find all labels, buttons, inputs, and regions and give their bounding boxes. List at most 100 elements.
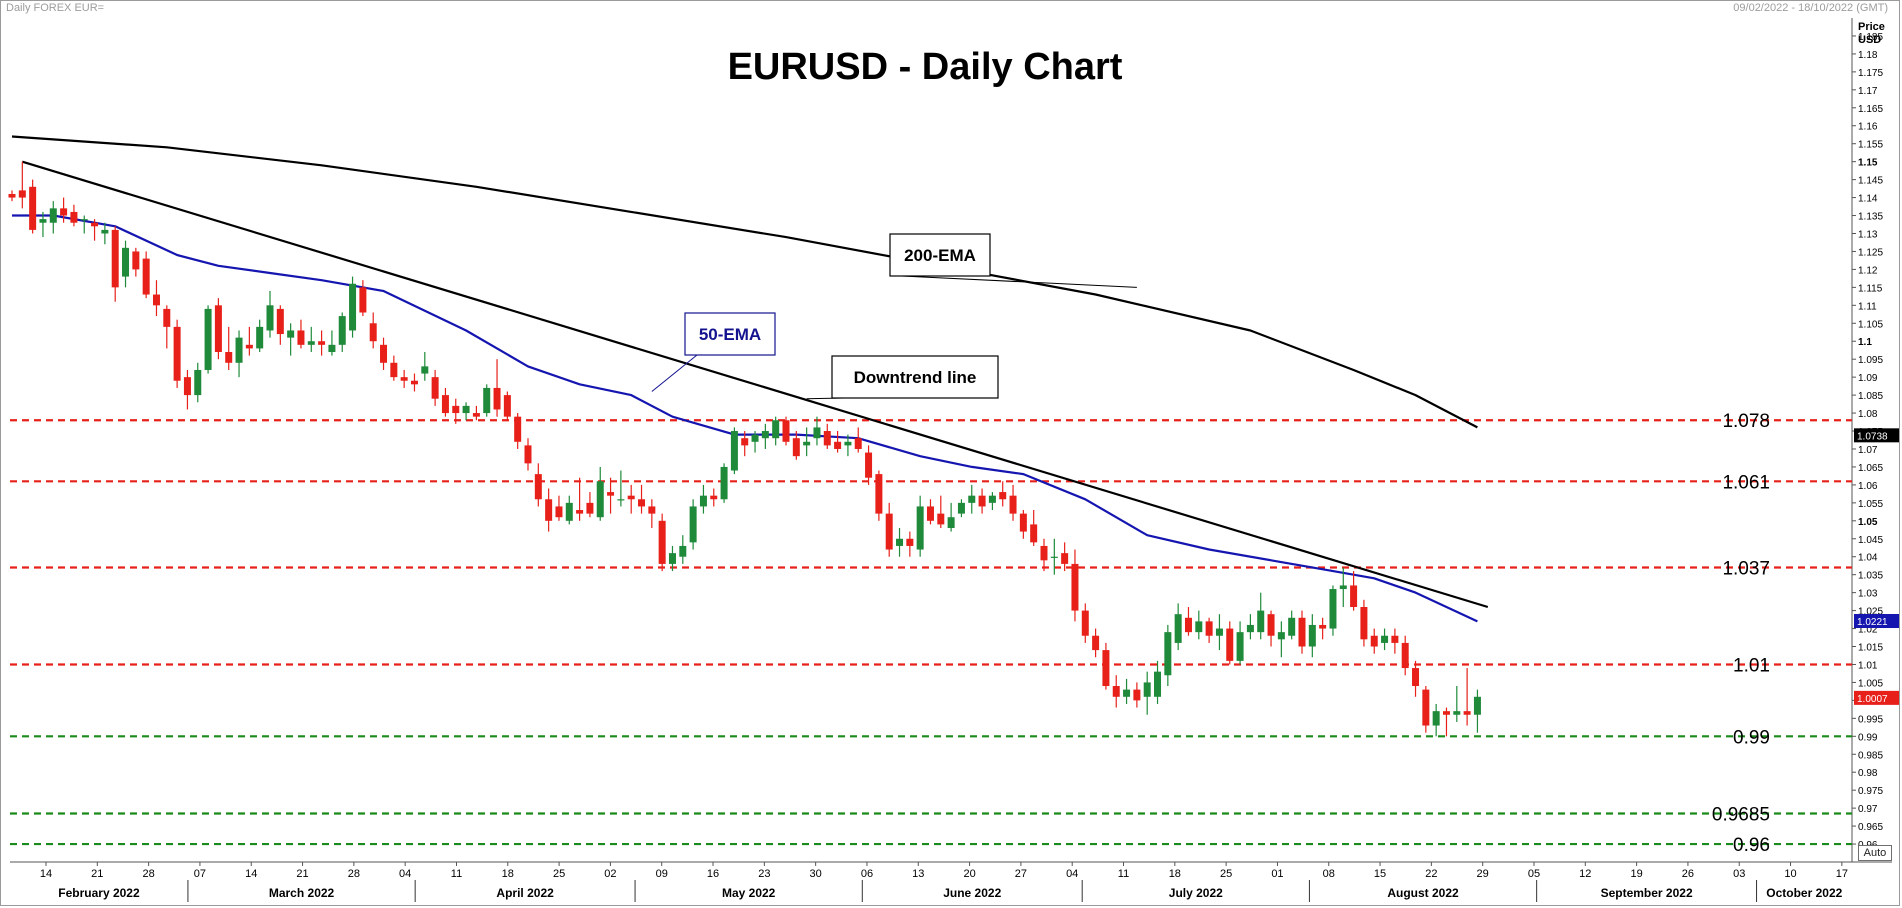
price-tag-label: 1.0007 [1857,694,1888,705]
x-tick-label: 23 [758,868,770,880]
candle-body [1350,585,1358,608]
candle-body [1267,614,1275,636]
candle-body [834,441,842,449]
y-tick-label: 1.1 [1858,337,1872,348]
candle-body [297,330,305,345]
annotation-text: Downtrend line [854,368,977,387]
price-axis-title: Price [1858,21,1885,33]
candle-body [565,502,573,521]
x-tick-label: 25 [1220,868,1232,880]
x-tick-label: 04 [399,868,411,880]
candle-body [1164,632,1172,676]
candle-body [359,287,367,313]
x-tick-label: 15 [1374,868,1386,880]
month-label: July 2022 [1169,886,1223,900]
y-tick-label: 1.14 [1858,194,1878,205]
candle-body [1329,589,1337,629]
candle-body [772,420,780,439]
candle-body [988,495,996,503]
y-tick-label: 1.08 [1858,409,1878,420]
candle-body [287,330,295,338]
candle-body [1422,689,1430,726]
y-tick-label: 0.97 [1858,804,1878,815]
x-tick-label: 12 [1579,868,1591,880]
candle-body [183,377,191,396]
x-tick-label: 11 [1118,868,1129,880]
x-tick-label: 09 [656,868,668,880]
price-tag-label: 1.0738 [1857,431,1888,442]
candle-body [1071,563,1079,611]
candle-body [1019,513,1027,532]
candle-body [1092,635,1100,651]
month-label: March 2022 [269,886,335,900]
candle-body [194,369,202,396]
y-tick-label: 1.175 [1858,68,1883,79]
price-axis-title: USD [1858,34,1881,46]
candle-body [607,492,615,496]
x-tick-label: 29 [1477,868,1489,880]
candle-body [1370,635,1378,647]
y-tick-label: 1.065 [1858,463,1883,474]
candle-body [122,247,130,277]
x-tick-label: 18 [502,868,514,880]
y-tick-label: 1.11 [1858,301,1877,312]
candle-body [441,395,449,414]
candle-body [29,186,37,230]
candle-body [142,258,150,295]
candle-body [1102,650,1110,687]
candle-body [1246,624,1254,633]
auto-scale-button[interactable]: Auto [1858,845,1892,861]
y-tick-label: 0.975 [1858,786,1883,797]
candle-body [617,499,625,501]
price-tag [1854,614,1899,629]
y-tick-label: 1.165 [1858,104,1883,115]
y-tick-label: 1.125 [1858,247,1883,258]
candle-body [225,352,233,363]
candle-body [349,283,357,331]
candle-body [1298,617,1306,647]
candle-body [761,431,769,439]
date-range: 09/02/2022 - 18/10/2022 (GMT) [1733,2,1888,14]
month-label: April 2022 [496,886,554,900]
candle-body [1040,545,1048,561]
x-tick-label: 08 [1323,868,1335,880]
candle-body [8,193,16,198]
candle-body [483,387,491,414]
x-tick-label: 22 [1425,868,1437,880]
candle-body [1061,553,1069,564]
month-label: September 2022 [1601,886,1693,900]
y-tick-label: 1.115 [1858,283,1883,294]
annotation-box [831,355,999,399]
candle-body [514,416,522,442]
candle-body [534,474,542,500]
candle-body [39,219,47,223]
level-label: 1.037 [1722,558,1770,579]
x-tick-label: 10 [1784,868,1796,880]
y-tick-label: 1.145 [1858,176,1883,187]
x-tick-label: 07 [194,868,206,880]
level-label: 0.99 [1733,727,1770,748]
y-tick-label: 1.06 [1858,481,1878,492]
candle-body [49,208,57,223]
annotation-leader [651,354,698,392]
y-tick-label: 0.98 [1858,768,1878,779]
candle-body [1381,635,1389,643]
candle-body [658,520,666,564]
x-tick-label: 28 [348,868,360,880]
y-tick-label: 1.07 [1858,445,1878,456]
y-tick-label: 1.005 [1858,678,1883,689]
candle-body [679,545,687,557]
x-tick-label: 21 [91,868,103,880]
candle-body [1308,624,1316,647]
candle-body [369,323,377,342]
candle-body [854,438,862,449]
candle-body [668,553,676,564]
candle-body [214,305,222,353]
level-label: 0.96 [1733,835,1770,856]
candle-body [803,441,811,446]
candle-body [1174,614,1182,643]
y-tick-label: 1.02 [1858,625,1878,636]
level-label: 1.061 [1722,472,1770,493]
x-tick-label: 26 [1682,868,1694,880]
candle-body [60,208,68,216]
